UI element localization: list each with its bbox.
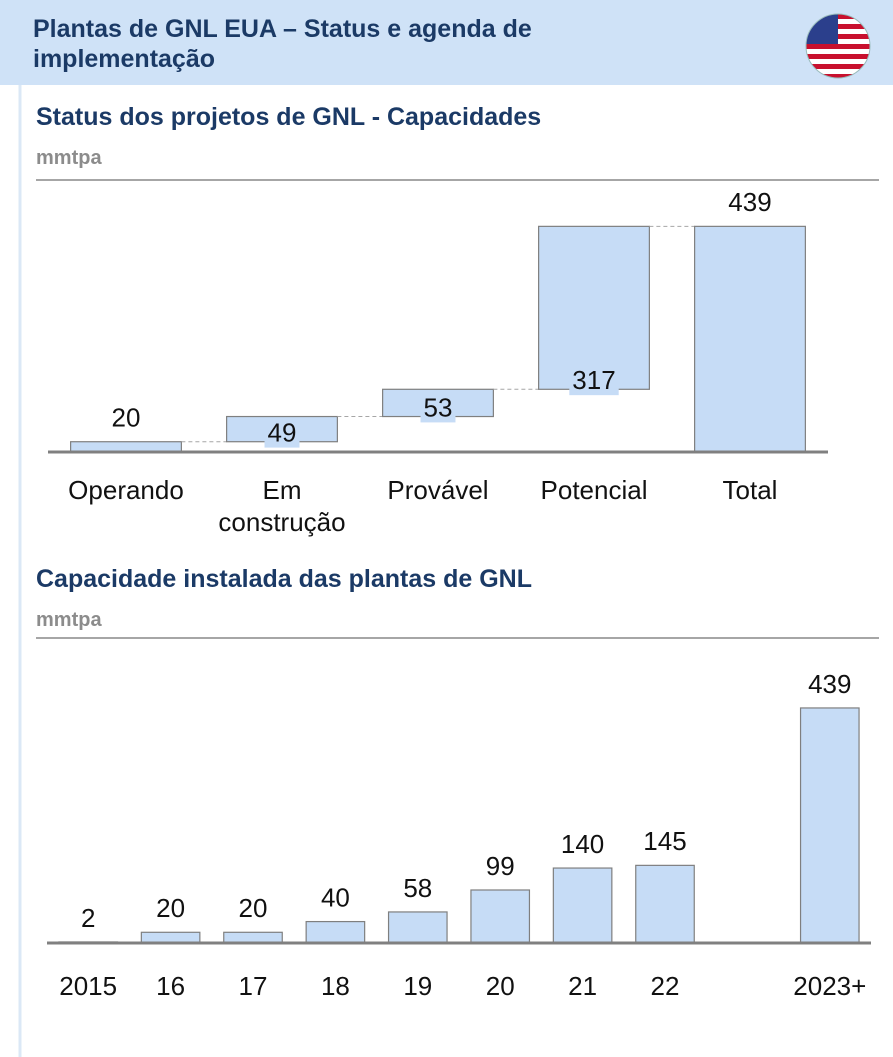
data-label: 99 [486,851,515,881]
header: Plantas de GNL EUA – Status e agenda de … [0,0,893,85]
flag-rim [805,13,871,79]
bar [694,225,806,453]
x-tick-label: 21 [568,971,597,1001]
data-label: 20 [156,893,185,923]
bar [223,931,283,944]
x-tick-label: 22 [651,971,680,1001]
rule [36,637,879,639]
data-label: 2 [81,903,95,933]
bar [538,225,650,390]
x-tick-label: 18 [321,971,350,1001]
data-label: 40 [321,882,350,912]
bar [635,864,695,944]
x-tick-label: 19 [403,971,432,1001]
x-tick-label: Potencial [541,475,648,505]
data-label: 439 [808,669,851,699]
x-tick-label: 16 [156,971,185,1001]
data-label: 145 [643,826,686,856]
bar [140,931,201,944]
data-label: 140 [561,829,604,859]
data-label: 53 [424,392,453,422]
label-bg [569,365,619,396]
chart-subtitle: mmtpa [36,609,102,631]
bar [552,867,613,944]
x-tick-label: Total [723,475,778,505]
data-label: 20 [239,893,268,923]
chart-subtitle: mmtpa [36,147,102,169]
data-label: 439 [728,187,771,217]
flag [806,14,870,78]
bar [387,911,448,944]
chart-title: Status dos projetos de GNL - Capacidades [36,103,542,131]
bar [470,889,531,944]
bar [799,707,860,944]
x-tick-label: 2023+ [793,971,866,1001]
bar [305,920,366,944]
label-bg [264,417,300,448]
data-label: 317 [572,365,615,395]
header-title: Plantas de GNL EUA – Status e agenda de … [33,15,532,73]
x-tick-label: Em construção [218,475,345,537]
data-label: 20 [112,403,141,433]
x-tick-label: 2015 [59,971,117,1001]
x-tick-label: Operando [68,475,184,505]
label-bg [420,392,456,423]
data-label: 49 [268,418,297,448]
x-tick-label: Provável [387,475,488,505]
bar [70,441,182,453]
chart-title: Capacidade instalada das plantas de GNL [36,565,532,593]
rule [36,179,879,181]
x-tick-label: 17 [239,971,268,1001]
x-tick-label: 20 [486,971,515,1001]
data-label: 58 [403,873,432,903]
